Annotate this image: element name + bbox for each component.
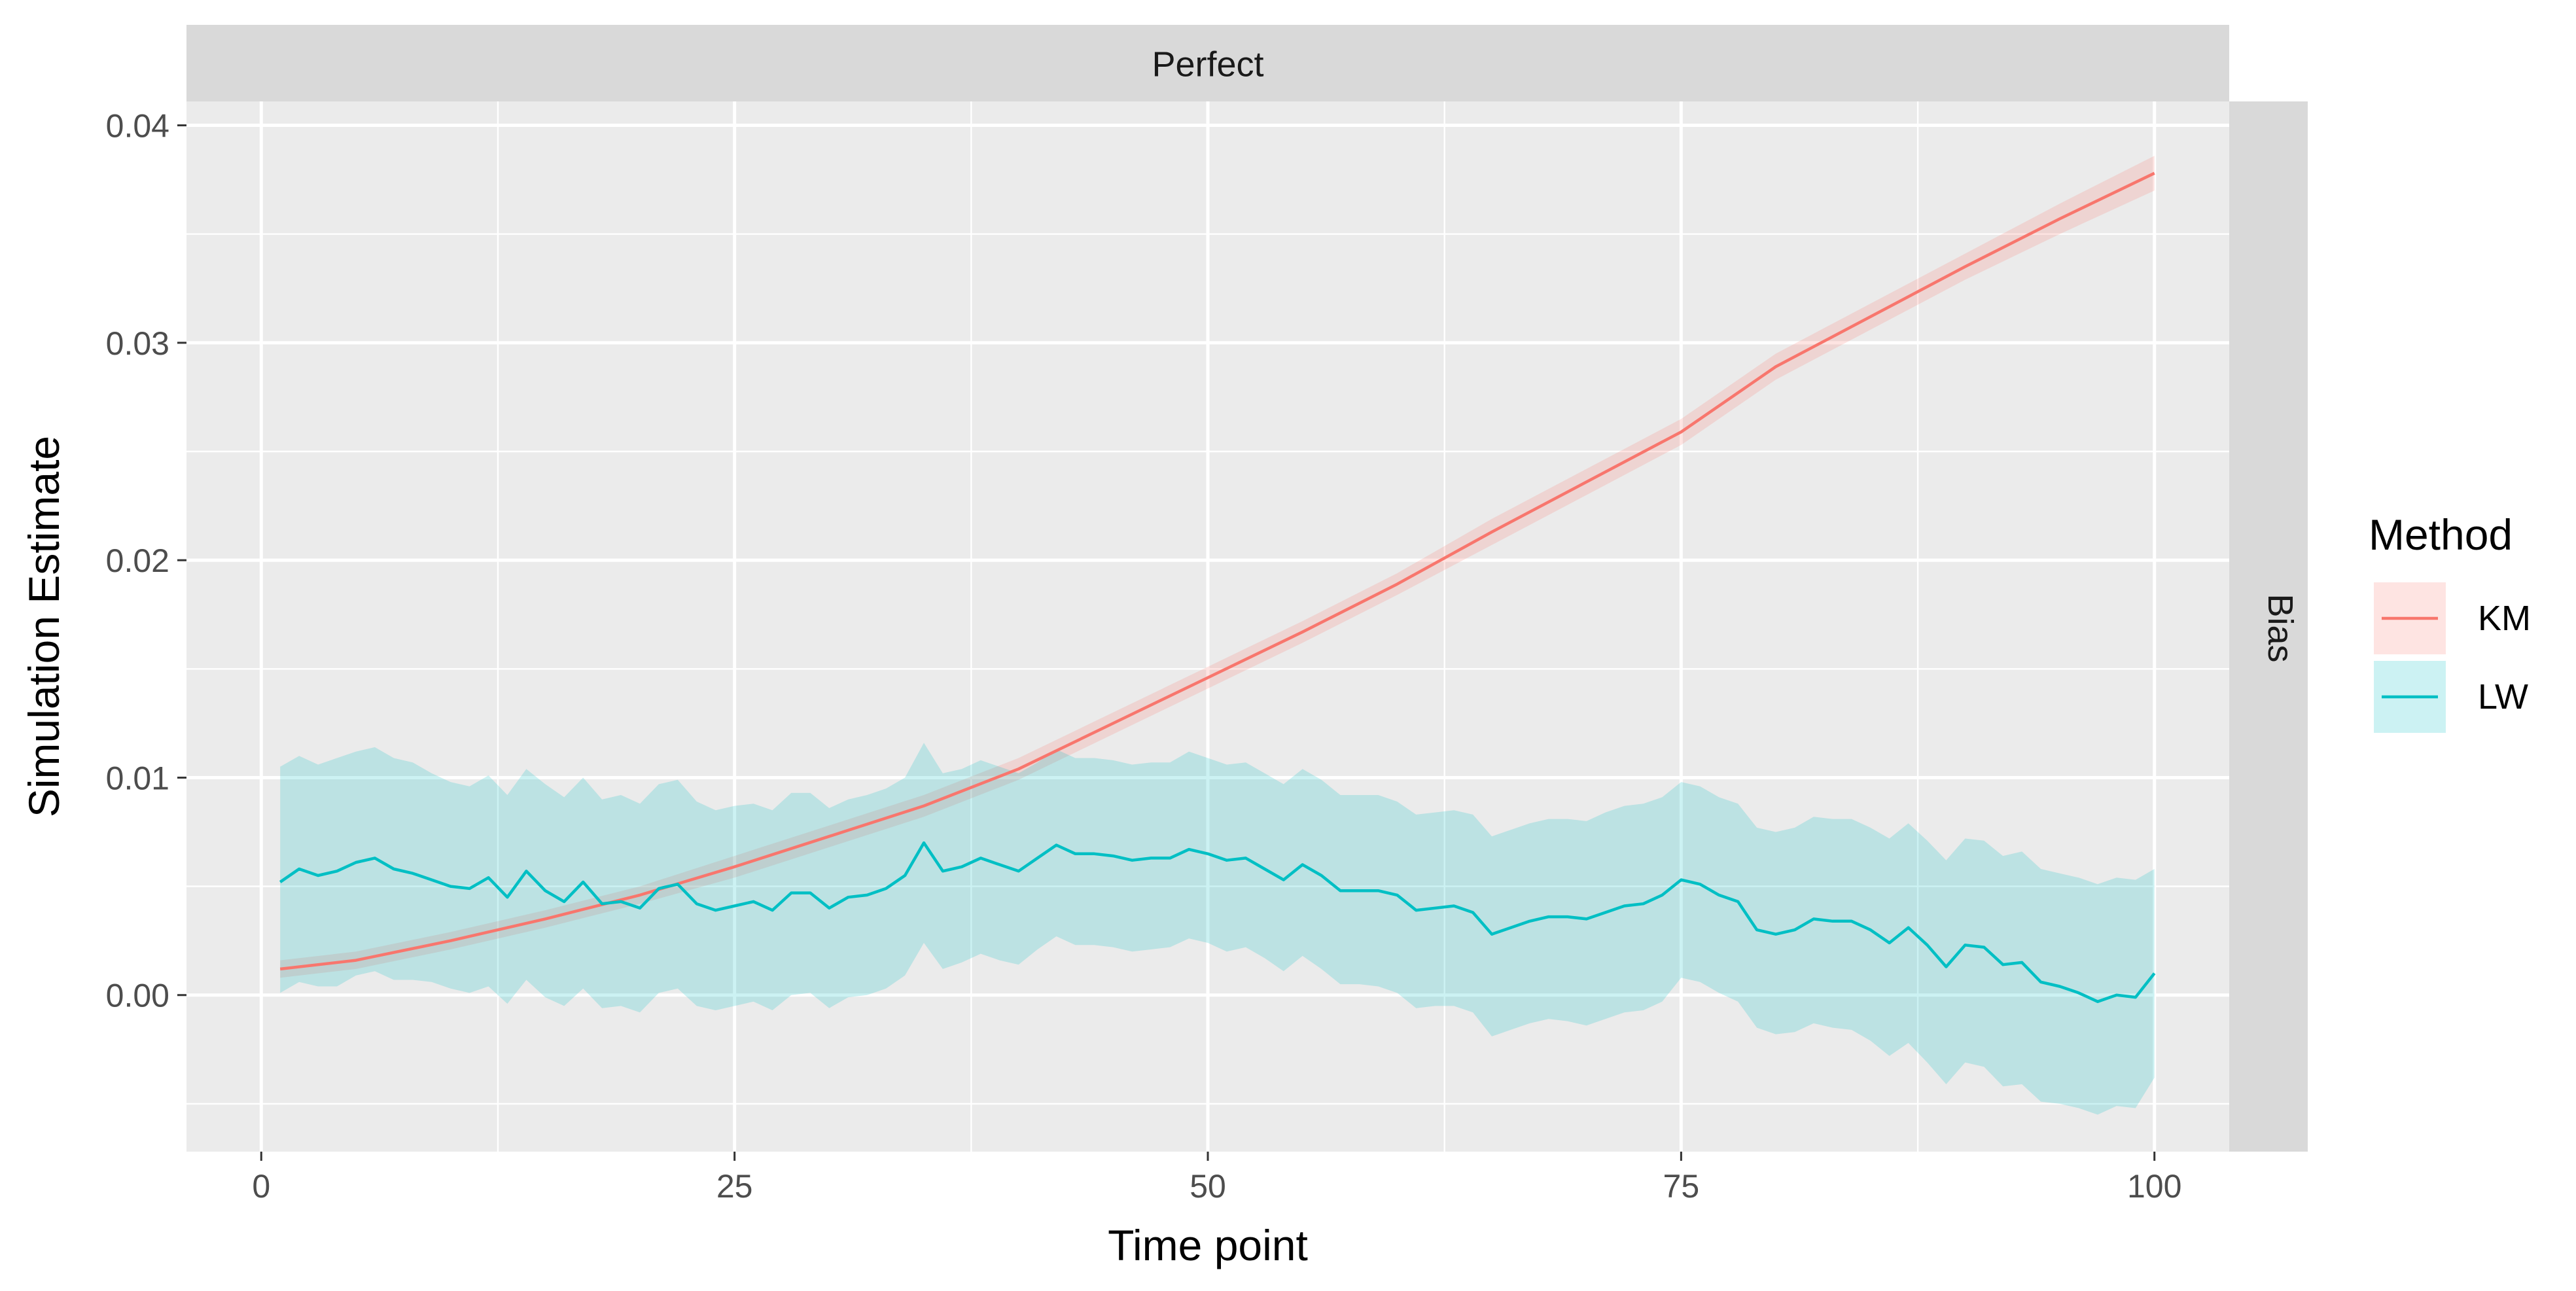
- legend-label-km: KM: [2478, 599, 2531, 638]
- x-tick-label: 50: [1190, 1168, 1226, 1205]
- facet-strip-right: [2229, 101, 2308, 1152]
- y-tick-label: 0.03: [106, 325, 169, 362]
- legend-label-lw: LW: [2478, 677, 2528, 716]
- x-tick-label: 25: [716, 1168, 753, 1205]
- x-tick-label: 75: [1663, 1168, 1700, 1205]
- legend-title: Method: [2369, 510, 2513, 559]
- confidence-band-lw: [280, 743, 2155, 1115]
- facet-label-right: Bias: [2261, 593, 2300, 662]
- y-tick-label: 0.00: [106, 978, 169, 1014]
- y-tick-label: 0.04: [106, 108, 169, 145]
- x-tick-label: 0: [252, 1168, 270, 1205]
- series-line-km: [279, 171, 2155, 971]
- series-line-lw: [279, 841, 2156, 1003]
- y-tick-label: 0.02: [106, 542, 169, 579]
- facet-label-top: Perfect: [1152, 45, 1263, 84]
- y-tick-label: 0.01: [106, 760, 169, 796]
- x-axis-title: Time point: [1108, 1221, 1308, 1269]
- x-tick-label: 100: [2127, 1168, 2181, 1205]
- facet-strip-top: [186, 25, 2229, 101]
- y-axis-title: Simulation Estimate: [20, 436, 68, 817]
